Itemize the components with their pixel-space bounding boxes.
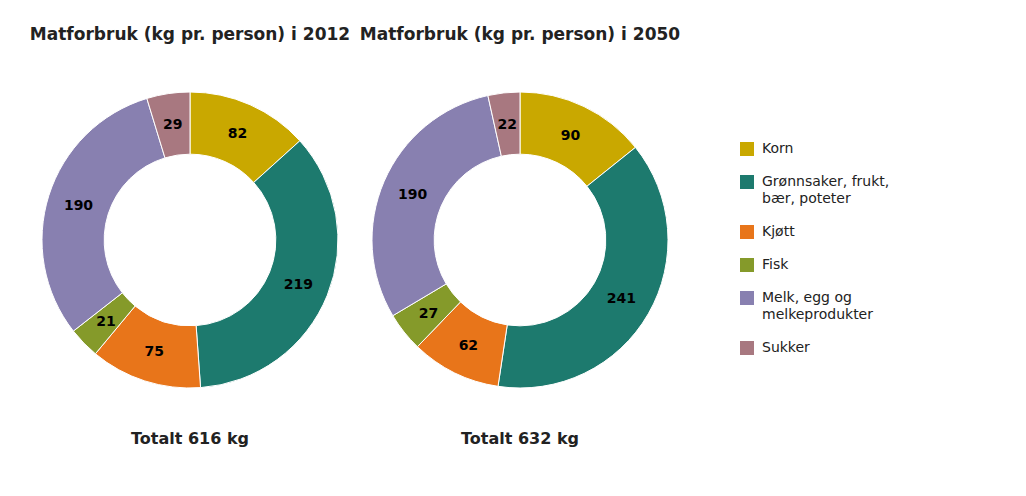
legend-item: Melk, egg ogmelkeprodukter — [740, 289, 873, 322]
legend-swatch — [740, 175, 754, 189]
legend-label: Kjøtt — [762, 223, 795, 239]
data-label: 241 — [607, 290, 636, 306]
chart-title: Matforbruk (kg pr. person) i 2012 — [30, 24, 350, 44]
data-label: 62 — [459, 337, 478, 353]
data-label: 190 — [398, 186, 427, 202]
legend: Korn Grønnsaker, frukt,bær, poteter Kjøtt F… — [740, 140, 889, 355]
background — [0, 0, 1026, 496]
legend-item: Sukker — [740, 339, 810, 355]
legend-swatch — [740, 291, 754, 305]
data-label: 82 — [228, 125, 247, 141]
legend-swatch — [740, 341, 754, 355]
legend-label: Grønnsaker, frukt,bær, poteter — [762, 173, 889, 206]
data-label: 219 — [284, 276, 313, 292]
chart-title: Matforbruk (kg pr. person) i 2050 — [360, 24, 680, 44]
donut-slice: Kjøtt — [95, 306, 200, 388]
data-label: 27 — [419, 305, 438, 321]
donut-chart: Matforbruk (kg pr. person) i 2050KornGrø… — [360, 24, 680, 448]
donut-slice: Melk, egg og melkeprodukter — [42, 98, 165, 331]
legend-label: Sukker — [762, 339, 810, 355]
legend-swatch — [740, 225, 754, 239]
legend-label: Fisk — [762, 256, 789, 272]
data-label: 29 — [163, 116, 182, 132]
donut-slice: Sukker — [488, 92, 520, 156]
legend-item: Grønnsaker, frukt,bær, poteter — [740, 173, 889, 206]
data-label: 75 — [144, 343, 163, 359]
legend-item: Korn — [740, 140, 793, 156]
donut-chart: Matforbruk (kg pr. person) i 2012KornGrø… — [30, 24, 350, 448]
legend-item: Fisk — [740, 256, 789, 272]
donut-slice: Melk, egg og melkeprodukter — [372, 96, 501, 316]
legend-label: Melk, egg ogmelkeprodukter — [762, 289, 873, 322]
data-label: 90 — [561, 127, 581, 143]
legend-label: Korn — [762, 140, 793, 156]
data-label: 190 — [64, 197, 93, 213]
legend-item: Kjøtt — [740, 223, 795, 239]
donut-slice: Kjøtt — [417, 302, 507, 386]
donut-slice: Grønnsaker, frukt, bær, poteter — [196, 141, 338, 388]
total-annotation: Totalt 632 kg — [461, 429, 579, 448]
data-label: 22 — [497, 116, 516, 132]
donut-slice: Grønnsaker, frukt, bær, poteter — [498, 147, 668, 388]
donut-slice: Sukker — [147, 92, 190, 158]
legend-swatch — [740, 142, 754, 156]
total-annotation: Totalt 616 kg — [131, 429, 249, 448]
data-label: 21 — [96, 313, 115, 329]
chart-canvas: Matforbruk (kg pr. person) i 2012 Korn Grø… — [0, 0, 1026, 496]
legend-swatch — [740, 258, 754, 272]
